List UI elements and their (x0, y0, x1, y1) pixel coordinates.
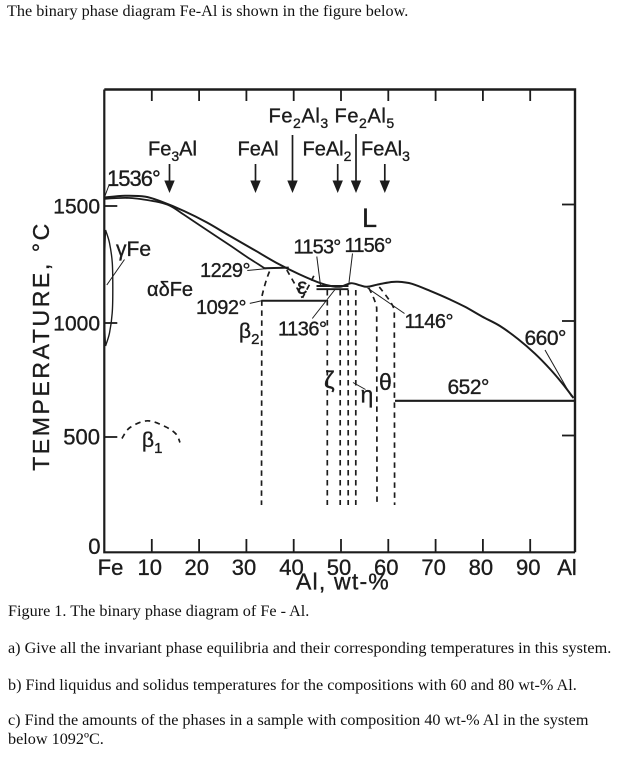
svg-text:θ: θ (379, 369, 392, 395)
svg-text:ζ: ζ (324, 367, 335, 394)
svg-text:L: L (362, 203, 377, 233)
svg-text:β2: β2 (239, 320, 259, 348)
svg-text:1136°: 1136° (278, 319, 327, 341)
svg-text:Fe3Al: Fe3Al (148, 139, 197, 165)
svg-text:αδFe: αδFe (147, 279, 193, 301)
svg-text:η: η (361, 382, 374, 408)
svg-text:0: 0 (88, 534, 100, 559)
svg-text:1156°: 1156° (345, 235, 392, 257)
svg-text:Fe2Al3: Fe2Al3 (269, 106, 329, 132)
svg-text:1000: 1000 (53, 313, 100, 336)
svg-text:30: 30 (232, 555, 256, 580)
svg-text:Fe2Al5: Fe2Al5 (335, 106, 395, 132)
svg-text:TEMPERATURE, °C: TEMPERATURE, °C (28, 221, 54, 471)
svg-text:ε: ε (297, 273, 307, 299)
svg-text:20: 20 (184, 555, 208, 580)
svg-text:1146°: 1146° (405, 311, 454, 333)
svg-text:50: 50 (327, 555, 351, 580)
svg-text:500: 500 (63, 425, 100, 450)
svg-text:90: 90 (516, 555, 540, 580)
svg-text:80: 80 (469, 555, 493, 580)
svg-text:Fe: Fe (98, 555, 124, 580)
svg-text:1500: 1500 (53, 196, 100, 219)
svg-text:70: 70 (421, 555, 445, 580)
svg-text:Al: Al (557, 555, 577, 580)
svg-text:FeAl2: FeAl2 (303, 139, 352, 165)
svg-text:1092°: 1092° (196, 297, 246, 319)
svg-text:660°: 660° (525, 327, 567, 350)
svg-text:40: 40 (279, 555, 303, 580)
svg-text:β1: β1 (142, 429, 162, 457)
svg-text:60: 60 (374, 555, 398, 580)
svg-text:Al, wt-%: Al, wt-% (296, 569, 390, 595)
svg-text:10: 10 (138, 555, 162, 580)
svg-text:652°: 652° (448, 376, 490, 399)
svg-text:1153°: 1153° (294, 237, 341, 259)
svg-text:1536°: 1536° (107, 166, 160, 191)
svg-text:γFe: γFe (116, 238, 151, 261)
svg-text:FeAl3: FeAl3 (361, 139, 410, 165)
svg-text:1229°: 1229° (200, 260, 250, 282)
svg-text:FeAl: FeAl (238, 139, 279, 161)
